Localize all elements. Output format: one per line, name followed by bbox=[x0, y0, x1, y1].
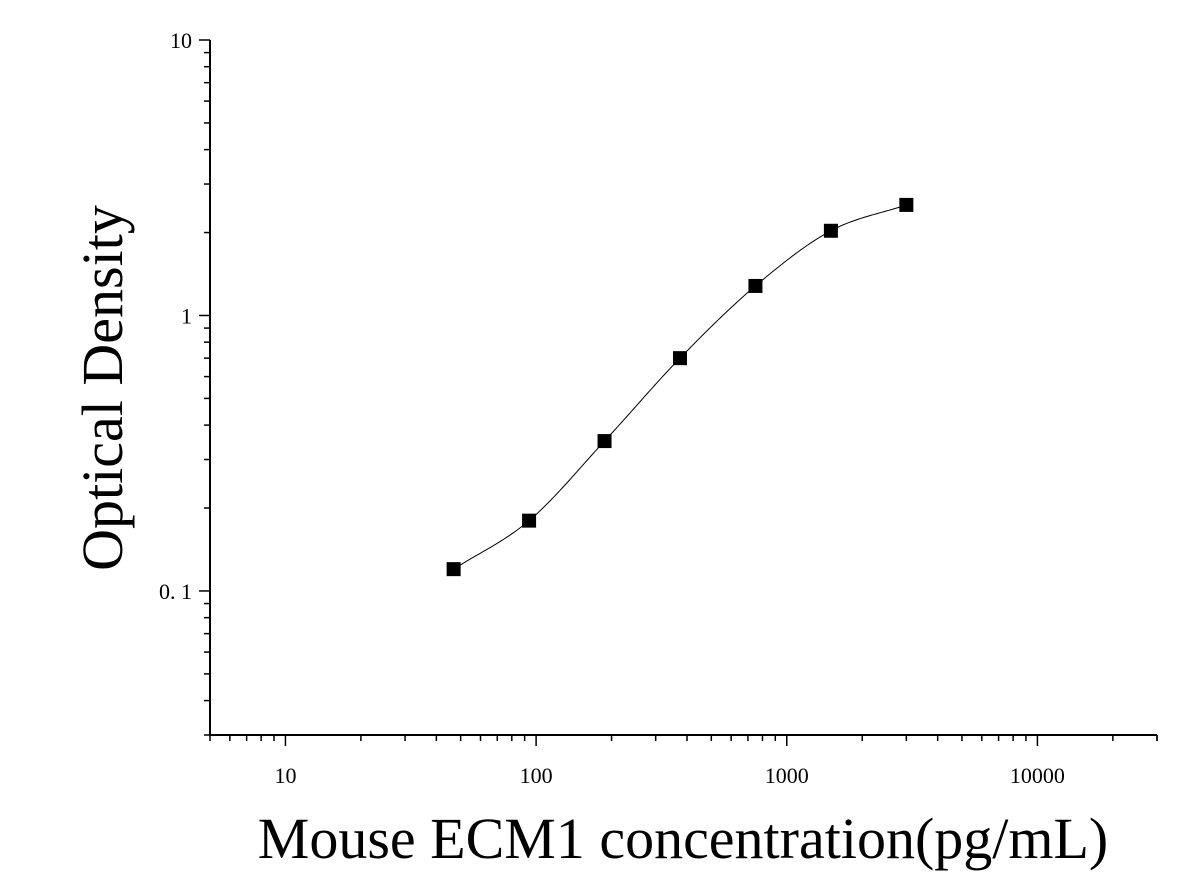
data-point bbox=[522, 513, 537, 528]
y-tick-label: 0. 1 bbox=[159, 579, 192, 604]
y-axis-ticks: 0. 1 1 10 bbox=[159, 28, 210, 736]
y-tick-label: 10 bbox=[170, 28, 192, 53]
x-tick-label: 100 bbox=[520, 763, 553, 788]
x-tick-label: 10000 bbox=[1010, 763, 1065, 788]
data-point bbox=[672, 351, 687, 366]
fit-curve bbox=[453, 204, 907, 570]
x-axis-ticks: 10 100 1000 10000 bbox=[209, 735, 1158, 788]
x-tick-label: 1000 bbox=[765, 763, 809, 788]
x-tick-label: 10 bbox=[274, 763, 296, 788]
data-point bbox=[899, 197, 914, 212]
data-point bbox=[823, 223, 838, 238]
data-point bbox=[446, 562, 461, 577]
data-points bbox=[446, 197, 914, 577]
y-tick-label: 1 bbox=[181, 303, 192, 328]
axes bbox=[209, 40, 1157, 736]
data-point bbox=[597, 434, 612, 449]
x-axis-label: Mouse ECM1 concentration(pg/mL) bbox=[258, 806, 1109, 871]
y-axis-label: Optical Density bbox=[70, 205, 135, 571]
data-point bbox=[748, 278, 763, 293]
